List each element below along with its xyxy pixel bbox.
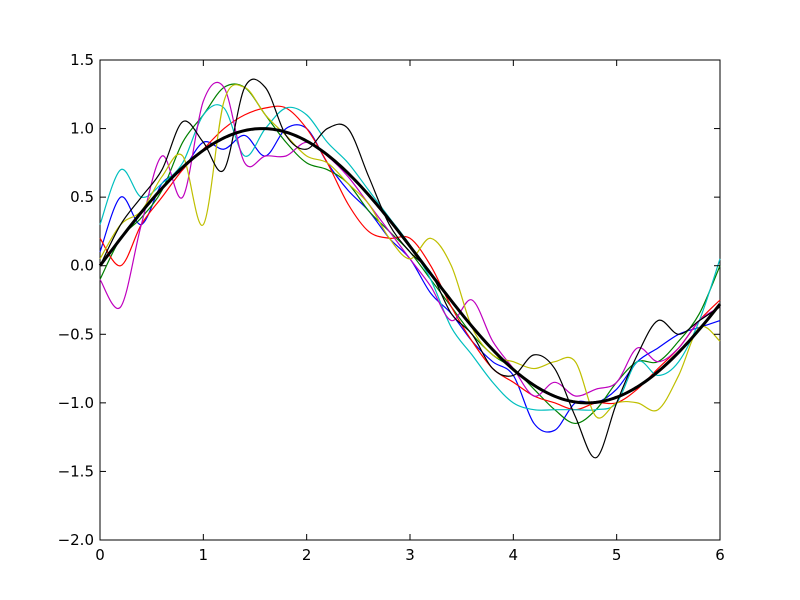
y-tick-label: −1.5 (58, 462, 94, 480)
mean-layer (98, 127, 722, 405)
x-tick-label: 2 (302, 546, 312, 564)
y-tick-label: 0.0 (70, 257, 94, 275)
ticks-layer (99, 59, 721, 541)
x-tick-label: 0 (95, 546, 105, 564)
plot-area (99, 59, 721, 541)
y-tick-label: −2.0 (58, 531, 94, 549)
y-tick-label: −0.5 (58, 325, 94, 343)
y-tick-label: 1.0 (70, 120, 94, 138)
x-tick-label: 6 (715, 546, 725, 564)
x-tick-label: 5 (612, 546, 622, 564)
y-tick-labels: −2.0 −1.5 −1.0 −0.5 0.0 0.5 1.0 1.5 (58, 51, 94, 549)
y-tick-label: 0.5 (70, 188, 94, 206)
x-tick-label: 1 (199, 546, 209, 564)
y-tick-label: −1.0 (58, 394, 94, 412)
x-tick-labels: 0 1 2 3 4 5 6 (95, 546, 725, 564)
series-line-5 (99, 81, 721, 397)
x-tick-label: 3 (405, 546, 415, 564)
y-tick-label: 1.5 (70, 51, 94, 69)
series-line-7 (99, 78, 721, 459)
mean-curve (98, 127, 722, 405)
x-tick-label: 4 (509, 546, 519, 564)
